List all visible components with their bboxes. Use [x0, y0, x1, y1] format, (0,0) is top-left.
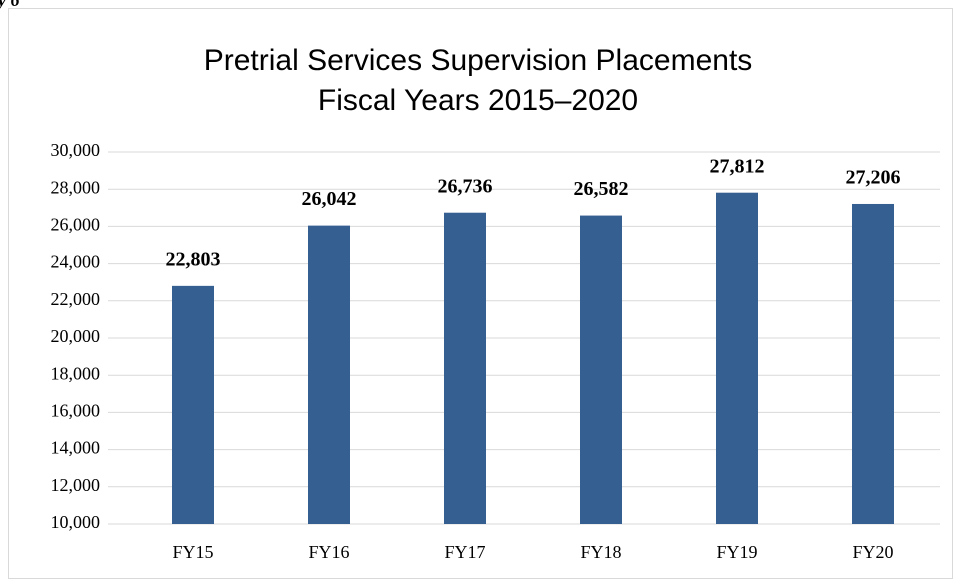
x-tick-label: FY18 [580, 542, 621, 562]
y-tick-label: 18,000 [51, 363, 101, 383]
data-label: 26,736 [438, 175, 493, 197]
data-label: 27,812 [710, 155, 765, 177]
y-tick-label: 24,000 [51, 252, 101, 272]
y-tick-label: 30,000 [51, 140, 101, 160]
y-tick-label: 26,000 [51, 215, 101, 235]
bar [172, 285, 214, 524]
bar [852, 203, 894, 525]
x-tick-label: FY17 [444, 542, 485, 562]
y-tick-label: 16,000 [51, 401, 101, 421]
x-tick-label: FY20 [852, 542, 893, 562]
data-label: 26,582 [574, 178, 629, 200]
y-tick-label: 22,000 [51, 289, 101, 309]
x-tick-label: FY15 [172, 542, 213, 562]
y-tick-label: 10,000 [51, 512, 101, 532]
x-tick-label: FY16 [308, 542, 349, 562]
chart-subtitle: Fiscal Years 2015–2020 [318, 84, 638, 117]
data-label: 22,803 [166, 248, 221, 270]
y-tick-label: 12,000 [51, 475, 101, 495]
bar [580, 215, 622, 524]
data-label: 27,206 [846, 167, 901, 189]
bar [308, 225, 350, 524]
bar [444, 212, 486, 525]
header-fragment: ary 6 [0, 0, 20, 10]
y-tick-label: 14,000 [51, 438, 101, 458]
x-tick-label: FY19 [716, 542, 757, 562]
bar [716, 192, 758, 525]
y-tick-label: 20,000 [51, 326, 101, 346]
y-tick-label: 28,000 [51, 177, 101, 197]
data-label: 26,042 [302, 188, 357, 210]
chart-title: Pretrial Services Supervision Placements [204, 44, 753, 77]
